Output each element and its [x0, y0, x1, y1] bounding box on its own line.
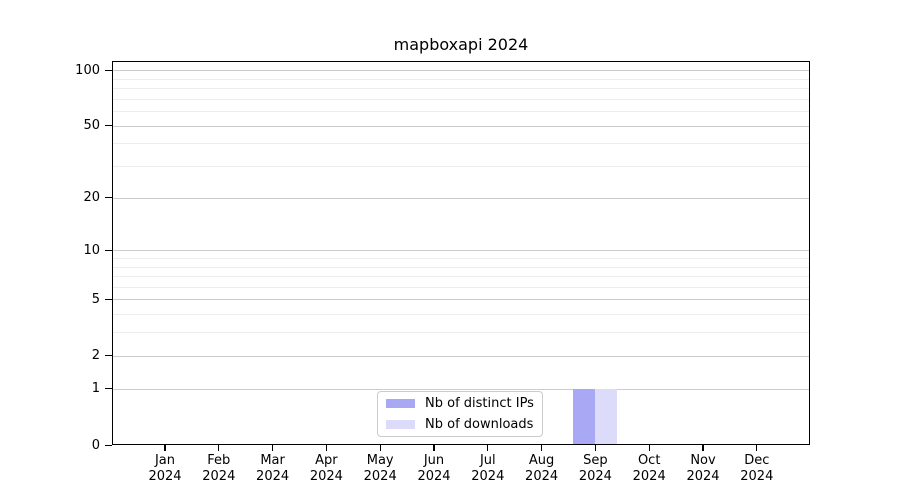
x-axis-tick-label: Jan 2024	[148, 453, 182, 484]
x-axis-tick-label: Nov 2024	[686, 453, 720, 484]
y-gridline-major	[112, 355, 810, 357]
y-axis-tick	[105, 444, 112, 446]
y-gridline-major	[112, 388, 810, 390]
y-axis-tick	[105, 298, 112, 301]
legend-item-downloads: Nb of downloads	[378, 416, 542, 434]
x-axis-tick	[594, 445, 597, 451]
x-axis-tick	[164, 445, 166, 451]
x-axis-tick	[487, 445, 489, 451]
x-axis-tick-label: Aug 2024	[525, 453, 559, 484]
y-gridline-minor	[112, 166, 810, 167]
y-axis-tick	[105, 69, 112, 71]
x-axis-tick-label: Oct 2024	[632, 453, 666, 484]
y-axis-tick-label: 100	[75, 62, 100, 78]
y-gridline-minor	[112, 257, 810, 259]
x-axis-tick-label: Apr 2024	[309, 453, 343, 484]
y-gridline-minor	[112, 286, 810, 288]
legend-swatch-downloads	[386, 419, 415, 429]
y-gridline-minor	[112, 87, 810, 89]
y-axis-tick-label: 1	[91, 381, 100, 397]
plot-area: Nb of distinct IPs Nb of downloads 0 1 2 5 1…	[75, 61, 810, 484]
legend: Nb of distinct IPs Nb of downloads	[377, 391, 543, 437]
y-axis-tick-label: 20	[83, 190, 100, 206]
x-axis-tick	[648, 445, 650, 451]
x-axis-tick-label: Jun 2024	[417, 453, 451, 484]
y-gridline-minor	[112, 98, 810, 100]
y-axis-tick	[105, 197, 112, 199]
x-axis-tick	[271, 445, 274, 451]
x-axis-tick	[379, 445, 381, 451]
chart-title: mapboxapi 2024	[393, 35, 529, 54]
x-axis-tick-label: Dec 2024	[740, 453, 774, 484]
x-axis-tick-label: Jul 2024	[471, 453, 505, 484]
x-axis-tick	[433, 445, 435, 451]
y-axis-tick-label: 0	[91, 437, 100, 453]
y-axis-tick-label: 10	[83, 242, 100, 258]
x-axis-tick-label: Sep 2024	[578, 453, 612, 484]
plot-frame	[112, 61, 810, 445]
y-gridline-minor	[112, 111, 810, 112]
y-gridline-minor	[112, 266, 810, 268]
y-axis-tick	[105, 249, 112, 251]
x-axis-tick-label: Feb 2024	[202, 453, 236, 484]
y-axis-tick-label: 50	[83, 118, 100, 133]
y-axis-tick-label: 2	[91, 348, 100, 364]
legend-label-distinct-ips: Nb of distinct IPs	[425, 396, 534, 412]
y-gridline-major	[112, 70, 810, 71]
x-axis-tick	[702, 445, 704, 451]
x-axis-tick-label: Mar 2024	[256, 453, 290, 484]
legend-swatch-distinct-ips	[386, 399, 415, 409]
y-gridline-major	[112, 299, 810, 301]
bar-distinct-ips	[573, 388, 596, 445]
x-axis-tick-label: May 2024	[363, 453, 397, 484]
y-gridline-minor	[112, 78, 810, 80]
x-axis-tick	[325, 445, 327, 451]
y-gridline-minor	[112, 276, 810, 277]
x-axis-tick	[540, 445, 543, 451]
y-gridline-major	[112, 250, 810, 252]
y-axis-tick	[105, 388, 112, 390]
y-axis-tick	[105, 125, 112, 127]
y-gridline-minor	[112, 314, 810, 316]
legend-item-distinct-ips: Nb of distinct IPs	[378, 395, 542, 413]
y-gridline-major	[112, 125, 810, 127]
y-gridline-minor	[112, 143, 810, 145]
x-axis-tick	[218, 445, 220, 451]
y-axis-tick-label: 5	[91, 291, 100, 307]
legend-label-downloads: Nb of downloads	[425, 416, 534, 432]
y-gridline-major	[112, 197, 810, 199]
x-axis-tick	[756, 445, 758, 451]
y-axis-tick	[105, 355, 112, 357]
bar-downloads	[595, 388, 618, 445]
y-gridline-minor	[112, 332, 810, 334]
